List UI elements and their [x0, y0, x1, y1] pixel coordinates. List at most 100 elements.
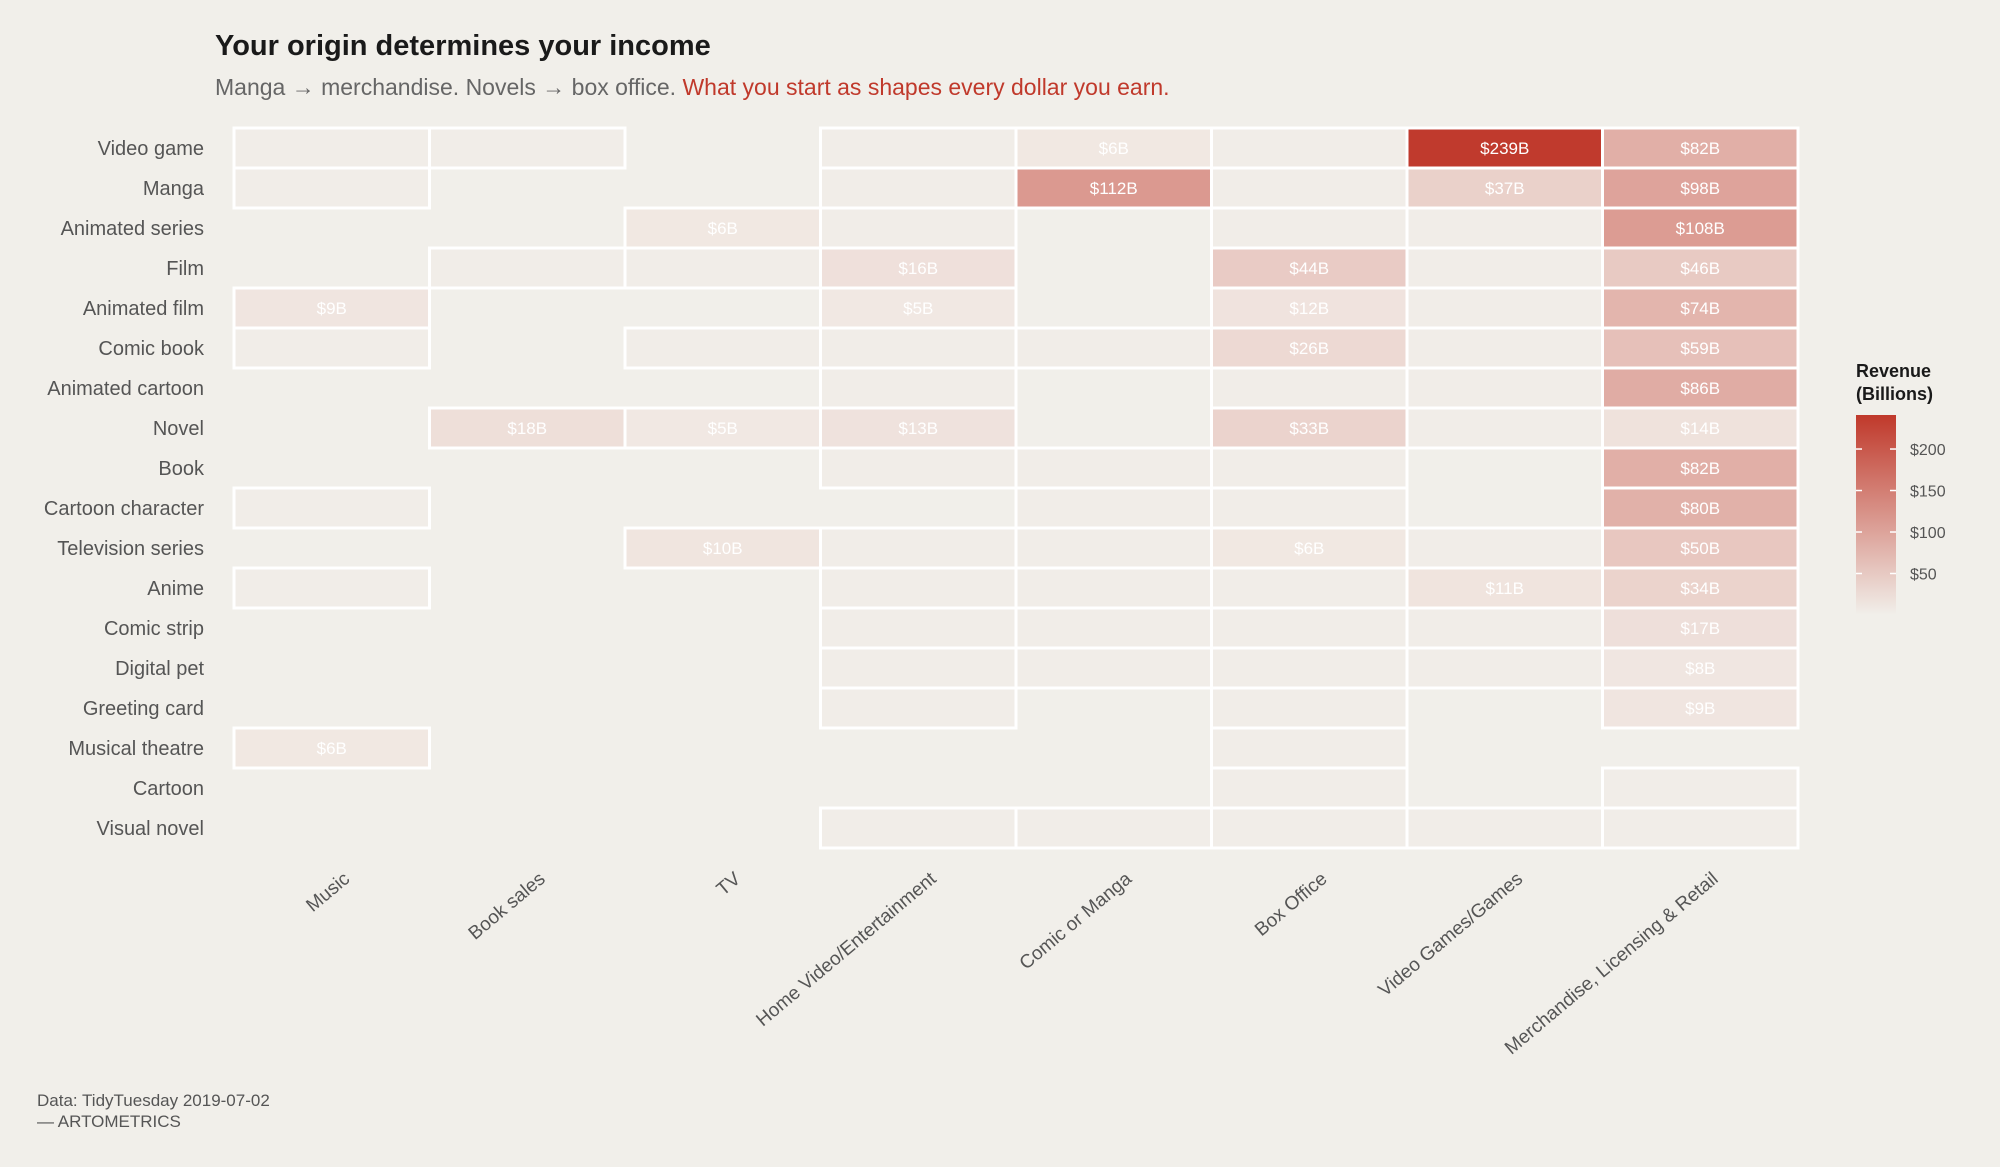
x-axis-label: Music — [302, 868, 354, 916]
heatmap-cell — [232, 726, 431, 770]
x-axis-label: Video Games/Games — [1375, 868, 1527, 1001]
cell-value-label: $26B — [1289, 339, 1329, 358]
heatmap-cell — [819, 206, 1018, 250]
x-axis-label: Book sales — [465, 868, 550, 944]
heatmap-cell — [428, 246, 627, 290]
subtitle-highlight: What you start as shapes every dollar yo… — [682, 74, 1170, 100]
heatmap-cell — [623, 326, 822, 370]
y-axis-label: Manga — [143, 178, 205, 200]
heatmap-cell — [1014, 646, 1213, 690]
x-axis-label: Box Office — [1251, 868, 1331, 940]
caption: Data: TidyTuesday 2019-07-02 — ARTOMETRI… — [37, 1090, 270, 1132]
heatmap-cell — [819, 806, 1018, 850]
heatmap-cell — [1405, 646, 1604, 690]
x-axis-label: Merchandise, Licensing & Retail — [1501, 868, 1722, 1059]
cell-value-label: $46B — [1680, 259, 1720, 278]
heatmap-cell — [1601, 286, 1800, 330]
heatmap-cell — [1601, 326, 1800, 370]
cell-value-label: $44B — [1289, 259, 1329, 278]
cell-value-label: $74B — [1680, 299, 1720, 318]
heatmap-cell — [1405, 286, 1604, 330]
cell-value-label: $17B — [1680, 619, 1720, 638]
heatmap-cell — [1210, 606, 1409, 650]
heatmap-cell — [1601, 686, 1800, 730]
heatmap-cell — [1014, 166, 1213, 210]
y-axis-label: Cartoon character — [44, 498, 204, 520]
heatmap-cell — [1210, 326, 1409, 370]
heatmap-cell — [819, 166, 1018, 210]
y-axis-label: Video game — [98, 138, 204, 160]
heatmap-cell — [1405, 606, 1604, 650]
heatmap-cell — [819, 126, 1018, 170]
heatmap-cell — [1210, 166, 1409, 210]
heatmap-cell — [819, 606, 1018, 650]
heatmap-cell — [1210, 766, 1409, 810]
heatmap-cell — [819, 646, 1018, 690]
y-axis-label: Novel — [153, 418, 204, 440]
heatmap-cell — [1601, 806, 1800, 850]
legend-tick-label: $150 — [1910, 484, 1946, 501]
cell-value-label: $112B — [1090, 179, 1138, 198]
cell-value-label: $50B — [1680, 539, 1720, 558]
legend-tick-label: $200 — [1910, 442, 1946, 459]
heatmap-cell — [819, 246, 1018, 290]
color-legend: Revenue (Billions) $50 $100 $150 $200 — [1856, 361, 1946, 615]
subtitle-plain: Manga → merchandise. Novels → box office… — [215, 74, 683, 100]
heatmap-cell — [1210, 486, 1409, 530]
heatmap-cell — [1014, 566, 1213, 610]
heatmap-cell — [1014, 606, 1213, 650]
heatmap-cell — [1601, 246, 1800, 290]
chart-subtitle: Manga → merchandise. Novels → box office… — [215, 74, 1170, 101]
y-axis-label: Television series — [57, 538, 204, 560]
cell-value-label: $14B — [1680, 419, 1720, 438]
heatmap-cell — [1601, 526, 1800, 570]
cell-value-label: $12B — [1289, 299, 1329, 318]
heatmap-cell — [1405, 246, 1604, 290]
heatmap-cell — [1405, 526, 1604, 570]
heatmap-cell — [623, 526, 822, 570]
heatmap-cell — [232, 126, 431, 170]
cell-value-label: $59B — [1680, 339, 1720, 358]
cell-value-label: $108B — [1676, 219, 1725, 238]
heatmap-cell — [232, 326, 431, 370]
heatmap-cell — [819, 686, 1018, 730]
cell-value-label: $37B — [1485, 179, 1525, 198]
legend-title-line1: Revenue — [1856, 361, 1931, 381]
x-axis-label: Comic or Manga — [1016, 868, 1137, 974]
heatmap-cell — [1014, 446, 1213, 490]
heatmap-cell — [819, 526, 1018, 570]
heatmap-cell — [1210, 726, 1409, 770]
y-axis-label: Visual novel — [97, 818, 204, 840]
cell-value-label: $82B — [1680, 459, 1720, 478]
heatmap-cell — [1405, 206, 1604, 250]
heatmap-cell — [623, 206, 822, 250]
heatmap-cell — [1014, 526, 1213, 570]
y-axis-label: Film — [166, 258, 204, 280]
caption-credit: — ARTOMETRICS — [37, 1112, 181, 1131]
heatmap-cell — [1210, 566, 1409, 610]
y-axis-label: Animated series — [61, 218, 204, 240]
x-axis-labels: Music Book sales TV Home Video/Entertainmen… — [302, 868, 1722, 1059]
cell-value-label: $80B — [1680, 499, 1720, 518]
cell-value-label: $13B — [898, 419, 938, 438]
heatmap-cell — [428, 126, 627, 170]
legend-colorbar — [1856, 415, 1896, 615]
y-axis-label: Digital pet — [115, 658, 204, 680]
y-axis-label: Cartoon — [133, 778, 204, 800]
heatmap-cell — [1601, 206, 1800, 250]
y-axis-label: Comic book — [98, 338, 205, 360]
heatmap-cell — [1014, 806, 1213, 850]
y-axis-label: Animated cartoon — [47, 378, 204, 400]
heatmap-cell — [1601, 766, 1800, 810]
heatmap-cell — [1601, 446, 1800, 490]
heatmap-cell — [819, 326, 1018, 370]
heatmap-cell — [1405, 406, 1604, 450]
y-axis-label: Comic strip — [104, 618, 204, 640]
heatmap-cell — [1210, 806, 1409, 850]
heatmap-cell — [819, 406, 1018, 450]
heatmap-cells: $6B $239B $82B $112B $37B $98B $6B $108B $16B $44… — [232, 126, 1800, 850]
cell-value-label: $18B — [507, 419, 547, 438]
y-axis-label: Musical theatre — [68, 738, 204, 760]
cell-value-label: $98B — [1680, 179, 1720, 198]
